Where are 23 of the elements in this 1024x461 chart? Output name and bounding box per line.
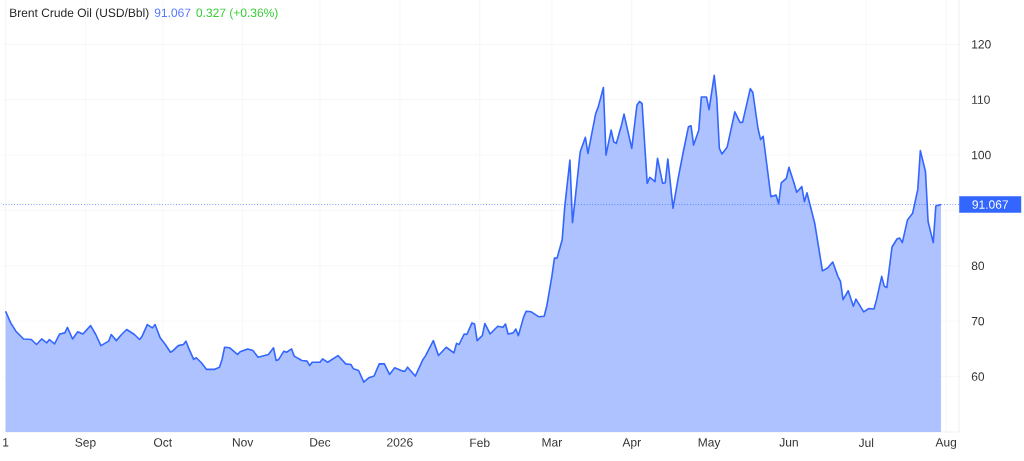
x-tick-label: May bbox=[698, 438, 721, 449]
x-tick-label: 2026 bbox=[387, 438, 413, 447]
x-tick-label: Jul bbox=[858, 438, 874, 448]
y-tick-label: 100 bbox=[972, 150, 991, 160]
y-tick-label: 110 bbox=[972, 95, 990, 104]
x-tick-label: 1 bbox=[3, 438, 9, 447]
text: Brent Crude Oil (USD/Bbl) bbox=[10, 8, 149, 20]
x-tick-label: Mar bbox=[542, 438, 562, 447]
x-tick-label: Dec bbox=[310, 438, 331, 447]
annotation: 0.327 (+0.36%) bbox=[196, 8, 278, 20]
x-tick-label: Nov bbox=[232, 438, 254, 447]
x-tick-label: Apr bbox=[622, 438, 641, 449]
x-tick-label: Jun bbox=[779, 438, 798, 447]
y-tick-label: 70 bbox=[971, 316, 985, 326]
x-tick-label: Sep bbox=[75, 438, 96, 450]
x-tick-label: Aug bbox=[935, 438, 957, 449]
y-tick-label: 120 bbox=[972, 40, 991, 49]
x-tick-label: Feb bbox=[470, 438, 490, 448]
x-tick-label: Oct bbox=[153, 438, 173, 447]
ref-line-label: 91.067 bbox=[972, 200, 1008, 209]
y-tick-label: 60 bbox=[971, 372, 985, 381]
y-tick-label: 80 bbox=[971, 261, 985, 271]
annotation: 91.067 bbox=[154, 8, 191, 18]
